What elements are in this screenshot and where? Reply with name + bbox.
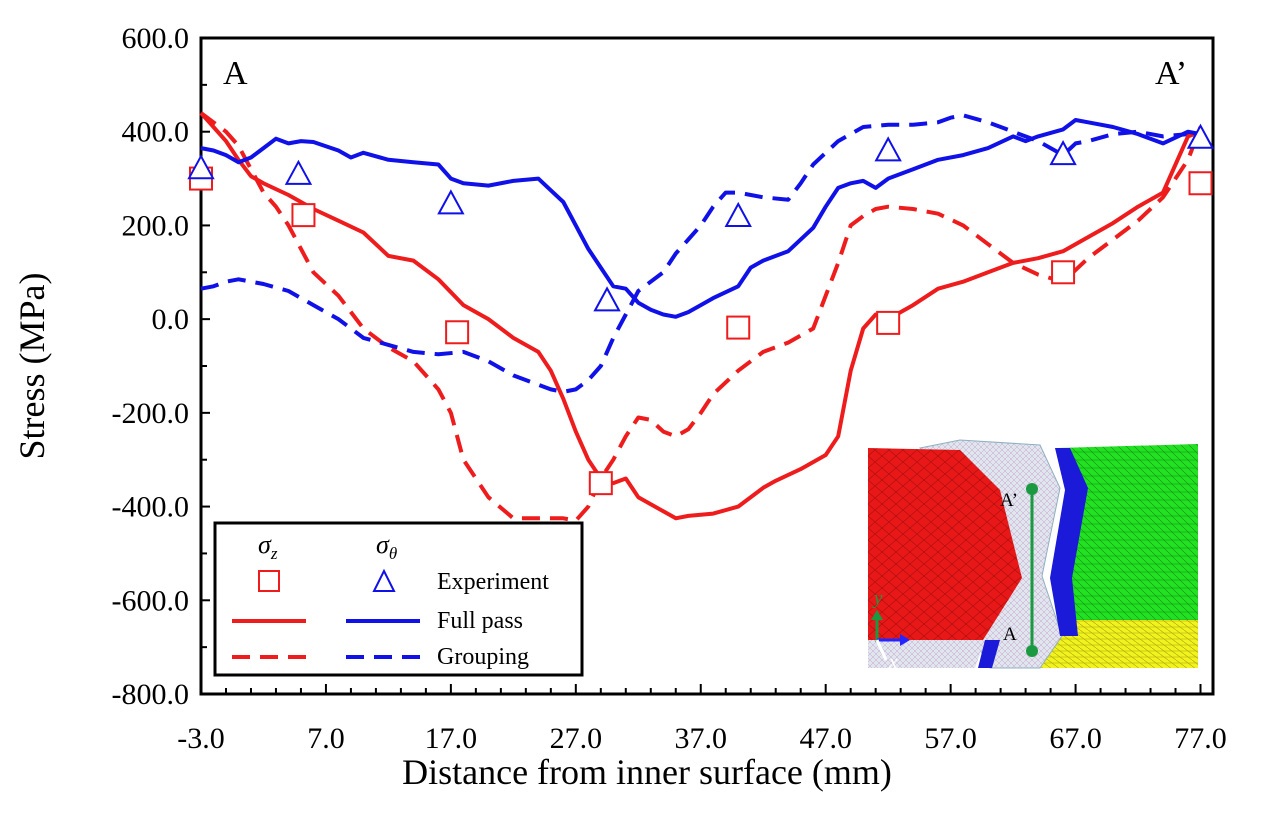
inset-axis-x-arrow (875, 639, 888, 661)
legend-label-experiment: Experiment (437, 569, 549, 595)
experiment-marker-sigma-theta (1186, 123, 1215, 149)
experiment-marker-sigma-z (1051, 260, 1076, 285)
weld-mesh-inset: A’ A y x (868, 439, 1198, 673)
x-axis-ticks: -3.0 7.0 17.0 27.0 37.0 47.0 57.0 67.0 77.0 (177, 684, 1227, 755)
experiment-marker-sigma-theta (437, 189, 465, 215)
corner-label-a-prime: A’ (1155, 55, 1187, 92)
grouping-line-sigma-theta (200, 113, 1201, 394)
experiment-marker-sigma-theta (593, 286, 621, 312)
x-tick-label: 67.0 (1049, 722, 1102, 755)
y-axis-title: Stress (MPa) (12, 273, 52, 460)
experiment-marker-sigma-theta (187, 154, 215, 180)
inset-axis-y-head (871, 610, 883, 620)
y-tick-label: -600.0 (112, 584, 190, 617)
experiment-marker-sigma-theta (1049, 140, 1077, 166)
legend-label-full-pass: Full pass (437, 608, 523, 634)
legend-box (213, 521, 584, 677)
experiment-marker-sigma-z (588, 471, 613, 496)
y-tick-label: 200.0 (122, 209, 190, 242)
x-tick-label: 77.0 (1174, 722, 1227, 755)
y-tick-label: 400.0 (122, 116, 190, 149)
legend-header-sigma-z: σz (258, 530, 278, 563)
inset-label-a-prime: A’ (1000, 490, 1018, 511)
grouping-line-sigma-z (199, 111, 1203, 523)
x-tick-label: 57.0 (924, 722, 977, 755)
legend-square-marker (258, 570, 280, 592)
experiment-marker-sigma-z (291, 203, 316, 228)
experiment-marker-sigma-z (445, 320, 470, 345)
legend-label-grouping: Grouping (437, 644, 529, 670)
inset-yellow-region (1040, 620, 1198, 668)
experiment-marker-sigma-theta (284, 159, 313, 185)
inset-axis-y-label: y (872, 588, 883, 609)
legend: σz σθ Experiment Full pass Grouping (213, 521, 584, 677)
inset-point-a (1026, 645, 1038, 657)
y-tick-label: 600.0 (122, 22, 190, 55)
x-tick-label: -3.0 (177, 722, 225, 755)
inset-point-a-prime (1026, 483, 1038, 495)
inset-blue-band (1050, 448, 1088, 636)
inset-green-region (1058, 444, 1198, 622)
corner-label-a: A (223, 55, 248, 92)
x-tick-label: 47.0 (799, 722, 852, 755)
experiment-marker-sigma-z (876, 310, 901, 335)
inset-blue-bottom (978, 640, 1000, 668)
experiment-marker-sigma-theta (874, 136, 902, 162)
y-tick-label: -200.0 (112, 397, 190, 430)
experiment-marker-sigma-theta (724, 201, 752, 227)
experiment-marker-sigma-z (1188, 171, 1213, 196)
inset-bottom-strip (868, 640, 985, 668)
y-tick-label: -400.0 (112, 491, 190, 524)
y-tick-label: 0.0 (152, 303, 190, 336)
x-tick-label: 7.0 (307, 722, 345, 755)
inset-axis-z-head (900, 634, 910, 646)
legend-triangle-marker (372, 568, 396, 592)
full-pass-line-sigma-z (199, 111, 1202, 521)
y-tick-label: -800.0 (112, 678, 190, 711)
legend-header-sigma-theta: σθ (376, 530, 397, 563)
inset-axis-x-label: x (888, 652, 898, 673)
x-tick-label: 27.0 (550, 722, 603, 755)
x-tick-label: 37.0 (675, 722, 728, 755)
full-pass-line-sigma-theta (200, 118, 1201, 319)
x-axis-title: Distance from inner surface (mm) (402, 752, 892, 792)
experiment-marker-sigma-z (726, 315, 751, 340)
y-axis-ticks: 600.0 400.0 200.0 0.0 -200.0 -400.0 -600.0 -800… (112, 22, 210, 711)
series-layer (187, 111, 1215, 523)
x-tick-label: 17.0 (425, 722, 478, 755)
inset-label-a: A (1003, 624, 1017, 645)
inset-red-region (868, 448, 1022, 640)
